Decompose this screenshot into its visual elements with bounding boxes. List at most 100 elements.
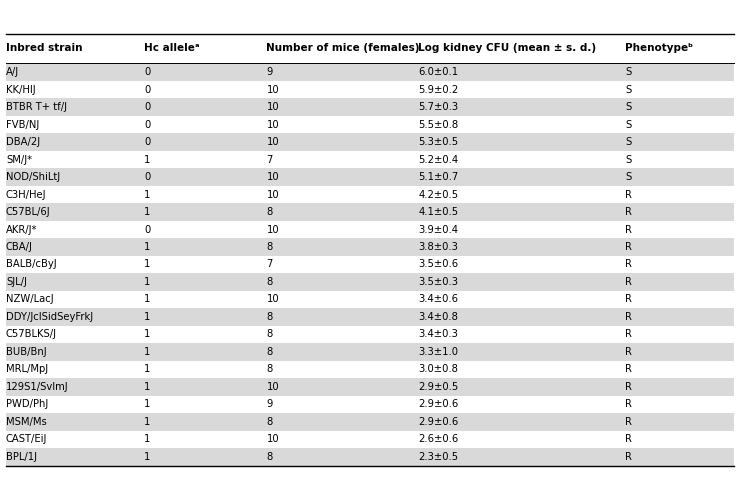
Bar [6,116,734,133]
Text: 2.9±0.6: 2.9±0.6 [418,399,458,409]
Text: 10: 10 [266,382,279,392]
Text: CBA/J: CBA/J [6,242,33,252]
Text: SM/J*: SM/J* [6,155,32,165]
Bar [6,360,734,378]
Bar [6,308,734,326]
Text: 3.9±0.4: 3.9±0.4 [418,225,458,235]
Text: 8: 8 [266,347,272,357]
Text: 6.0±0.1: 6.0±0.1 [418,67,458,77]
Text: 2.9±0.5: 2.9±0.5 [418,382,458,392]
Text: 10: 10 [266,102,279,112]
Text: 8: 8 [266,312,272,322]
Bar [6,326,734,343]
Text: 1: 1 [144,207,151,217]
Text: R: R [625,242,632,252]
Text: 8: 8 [266,364,272,374]
Text: R: R [625,312,632,322]
Text: R: R [625,399,632,409]
Text: 0: 0 [144,225,150,235]
Text: 1: 1 [144,277,151,287]
Text: 1: 1 [144,329,151,339]
Text: 3.0±0.8: 3.0±0.8 [418,364,458,374]
Text: MRL/MpJ: MRL/MpJ [6,364,48,374]
Text: S: S [625,137,631,147]
Text: 4.1±0.5: 4.1±0.5 [418,207,458,217]
Text: 1: 1 [144,242,151,252]
Text: CAST/EiJ: CAST/EiJ [6,434,47,444]
Text: Hc alleleᵃ: Hc alleleᵃ [144,44,200,53]
Text: 0: 0 [144,137,150,147]
Text: C57BLKS/J: C57BLKS/J [6,329,57,339]
Text: 3.3±1.0: 3.3±1.0 [418,347,458,357]
Text: 1: 1 [144,260,151,269]
Text: S: S [625,155,631,165]
Text: PWD/PhJ: PWD/PhJ [6,399,48,409]
Text: 1: 1 [144,294,151,304]
Text: S: S [625,84,631,95]
Bar [6,413,734,431]
Text: 1: 1 [144,382,151,392]
Bar [6,186,734,203]
Text: R: R [625,277,632,287]
Text: Number of mice (females): Number of mice (females) [266,44,420,53]
Text: R: R [625,452,632,462]
Text: R: R [625,382,632,392]
Bar [6,151,734,168]
Text: 9: 9 [266,399,273,409]
Bar [6,396,734,413]
Text: 3.8±0.3: 3.8±0.3 [418,242,458,252]
Text: 3.4±0.3: 3.4±0.3 [418,329,458,339]
Bar [6,343,734,360]
Text: 3.5±0.6: 3.5±0.6 [418,260,458,269]
Text: 1: 1 [144,452,151,462]
Text: S: S [625,67,631,77]
Text: 4.2±0.5: 4.2±0.5 [418,190,458,200]
Text: 2.9±0.6: 2.9±0.6 [418,417,458,427]
Bar [6,291,734,308]
Text: 0: 0 [144,172,150,182]
Text: 2.3±0.5: 2.3±0.5 [418,452,458,462]
Text: 2.6±0.6: 2.6±0.6 [418,434,458,444]
Text: 1: 1 [144,399,151,409]
Text: 10: 10 [266,120,279,130]
Text: R: R [625,207,632,217]
Text: R: R [625,190,632,200]
Bar [6,431,734,448]
Text: 7: 7 [266,260,273,269]
Text: R: R [625,364,632,374]
Bar [6,273,734,291]
Bar [6,98,734,116]
Text: R: R [625,260,632,269]
Text: 3.4±0.8: 3.4±0.8 [418,312,458,322]
Text: 5.7±0.3: 5.7±0.3 [418,102,458,112]
Text: R: R [625,417,632,427]
Text: NZW/LacJ: NZW/LacJ [6,294,53,304]
Text: R: R [625,434,632,444]
Bar [6,63,734,81]
Text: 8: 8 [266,417,272,427]
Bar [6,133,734,151]
Text: Inbred strain: Inbred strain [6,44,82,53]
Bar [6,256,734,273]
Text: 1: 1 [144,190,151,200]
Text: KK/HlJ: KK/HlJ [6,84,36,95]
Text: Log kidney CFU (mean ± s. d.): Log kidney CFU (mean ± s. d.) [418,44,596,53]
Text: BALB/cByJ: BALB/cByJ [6,260,56,269]
Text: 1: 1 [144,347,151,357]
Text: S: S [625,172,631,182]
Text: SJL/J: SJL/J [6,277,27,287]
Text: 8: 8 [266,452,272,462]
Text: 0: 0 [144,67,150,77]
Text: NOD/ShiLtJ: NOD/ShiLtJ [6,172,60,182]
Text: 5.1±0.7: 5.1±0.7 [418,172,458,182]
Bar [6,168,734,186]
Text: 1: 1 [144,417,151,427]
Text: 0: 0 [144,84,150,95]
Text: 1: 1 [144,155,151,165]
Text: BUB/BnJ: BUB/BnJ [6,347,47,357]
Text: 1: 1 [144,364,151,374]
Bar [6,378,734,396]
Bar [6,203,734,221]
Text: 10: 10 [266,84,279,95]
Text: 3.5±0.3: 3.5±0.3 [418,277,458,287]
